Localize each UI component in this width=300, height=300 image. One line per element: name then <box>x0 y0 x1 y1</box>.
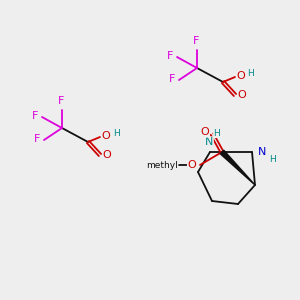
Text: methyl: methyl <box>146 160 178 169</box>
Text: O: O <box>188 160 196 170</box>
Text: N: N <box>258 147 266 157</box>
Text: F: F <box>169 74 175 84</box>
Text: H: H <box>270 155 276 164</box>
Text: O: O <box>201 127 209 137</box>
Text: N: N <box>205 137 213 147</box>
Text: O: O <box>237 71 245 81</box>
Text: H: H <box>214 128 220 137</box>
Text: F: F <box>167 51 173 61</box>
Text: H: H <box>112 130 119 139</box>
Text: O: O <box>238 90 246 100</box>
Text: F: F <box>34 134 40 144</box>
Text: F: F <box>58 96 64 106</box>
Text: F: F <box>32 111 38 121</box>
Text: O: O <box>102 131 110 141</box>
Text: H: H <box>248 70 254 79</box>
Polygon shape <box>220 150 255 185</box>
Text: F: F <box>193 36 199 46</box>
Text: O: O <box>103 150 111 160</box>
